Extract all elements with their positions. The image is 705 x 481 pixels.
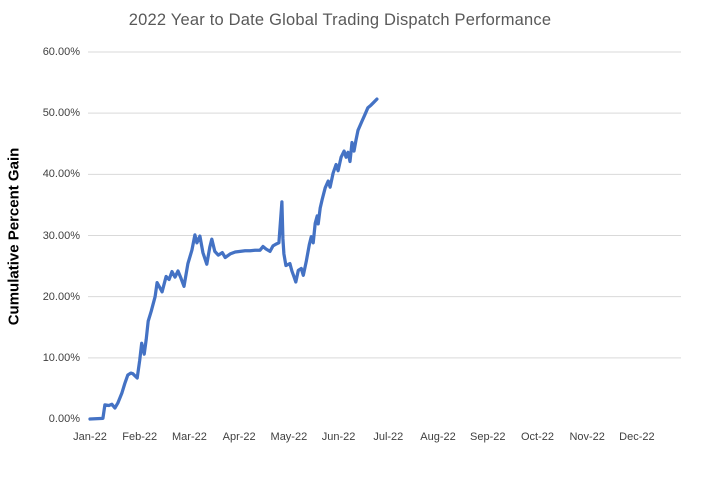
x-axis-tick-label: Oct-22 [520, 431, 554, 443]
y-axis-tick-label: 30.00% [42, 229, 80, 242]
x-axis-tick-label: Sep-22 [470, 431, 506, 443]
y-axis-tick-label: 60.00% [42, 46, 80, 58]
y-axis-tick-label: 10.00% [42, 351, 80, 364]
x-axis-tick-label: May-22 [270, 431, 308, 443]
x-axis-tick-label: Apr-22 [222, 431, 256, 443]
x-axis-tick-label: Dec-22 [619, 431, 655, 443]
x-axis-tick-label: Jul-22 [373, 431, 404, 443]
y-axis-tick-label: 40.00% [42, 168, 80, 181]
x-axis-tick-label: Nov-22 [569, 431, 605, 443]
x-axis-tick-label: Jun-22 [321, 431, 356, 443]
data-series-line [88, 97, 379, 421]
x-axis-tick-label: Jan-22 [73, 431, 107, 443]
chart-title: 2022 Year to Date Global Trading Dispatc… [128, 11, 552, 29]
x-axis-tick-label: Mar-22 [172, 431, 207, 443]
y-axis-tick-label: 0.00% [48, 413, 80, 425]
x-axis-tick-label: Feb-22 [122, 431, 158, 443]
y-axis-tick-label: 20.00% [42, 290, 80, 303]
y-axis-tick-label: 50.00% [42, 107, 80, 120]
x-axis-tick-label: Aug-22 [420, 431, 456, 443]
